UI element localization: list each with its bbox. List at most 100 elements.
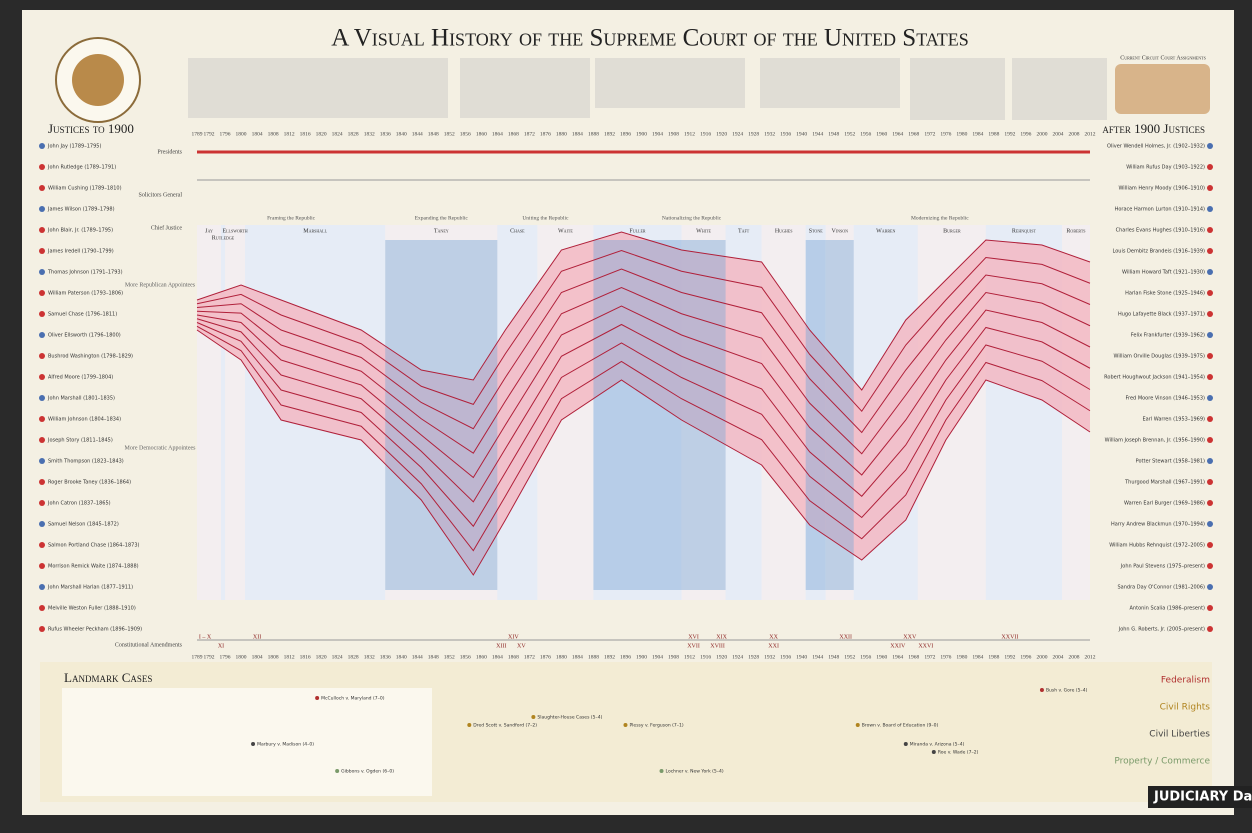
chief-justice-label: Warren <box>876 228 895 234</box>
year-label: 1804 <box>252 654 263 660</box>
justice-line <box>196 322 1091 528</box>
amendment-label: XXI <box>768 643 779 649</box>
case-name: Plessy v. Ferguson (7–1) <box>629 723 683 729</box>
justice-name: William Orville Douglas (1939–1975) <box>1114 354 1205 360</box>
year-label: 1808 <box>268 131 279 137</box>
justice-name: William Cushing (1789–1810) <box>48 186 122 192</box>
year-label: 1900 <box>636 654 647 660</box>
case-dot <box>531 715 536 719</box>
justice-marker <box>1207 290 1213 296</box>
year-label: 1916 <box>700 131 711 137</box>
year-label: 1984 <box>972 654 983 660</box>
year-label: 1876 <box>540 131 551 137</box>
justice-marker <box>39 626 45 632</box>
year-label: 1860 <box>476 131 487 137</box>
year-label: 1960 <box>876 654 887 660</box>
title: A Visual History of the Supreme Court of… <box>331 25 969 52</box>
justice-name: William Paterson (1793–1806) <box>48 291 123 297</box>
case-dot <box>659 769 664 773</box>
year-label: 1908 <box>668 654 679 660</box>
justice-name: Samuel Nelson (1845–1872) <box>48 522 119 528</box>
justice-name: Morrison Remick Waite (1874–1888) <box>48 564 139 570</box>
justice-marker <box>39 332 45 338</box>
justice-name: James Wilson (1789–1798) <box>47 207 115 213</box>
year-label: 1980 <box>956 131 967 137</box>
justice-name: Roger Brooke Taney (1836–1864) <box>48 480 131 486</box>
case-dot <box>855 723 860 727</box>
justice-name: William Joseph Brennan, Jr. (1956–1990) <box>1105 438 1205 444</box>
year-label: 1808 <box>268 654 279 660</box>
year-label: 1928 <box>748 654 759 660</box>
year-label: 1908 <box>668 131 679 137</box>
justice-name: Bushrod Washington (1798–1829) <box>48 354 133 360</box>
year-label: 1956 <box>860 654 871 660</box>
year-label: 1964 <box>892 654 903 660</box>
year-label: 1816 <box>300 654 311 660</box>
amendment-label: XIX <box>716 634 727 640</box>
case-name: Roe v. Wade (7–2) <box>938 750 979 756</box>
justice-name: Louis Dembitz Brandeis (1916–1939) <box>1113 249 1205 255</box>
justice-marker <box>39 353 45 359</box>
year-label: 1872 <box>524 131 535 137</box>
chief-justice-label: Chase <box>510 228 525 234</box>
year-label: 1924 <box>732 654 743 660</box>
row-label: Chief Justice <box>151 224 182 231</box>
justice-name: Harry Andrew Blackmun (1970–1994) <box>1111 522 1205 528</box>
case-name: Slaughter-House Cases (5–4) <box>537 715 602 721</box>
justice-marker <box>1207 269 1213 275</box>
justice-marker <box>1207 164 1213 170</box>
justice-name: Sandra Day O'Connor (1981–2006) <box>1117 585 1205 591</box>
amendment-label: XXIV <box>890 643 906 649</box>
year-label: 1932 <box>764 131 775 137</box>
year-label: 1792 <box>204 131 215 137</box>
amendment-label: XVIII <box>710 643 725 649</box>
justice-name: John Blair, Jr. (1789–1795) <box>47 228 113 234</box>
year-label: 1936 <box>780 131 791 137</box>
justice-name: Thomas Johnson (1791–1793) <box>47 270 123 276</box>
year-label: 2004 <box>1052 131 1063 137</box>
year-label: 1804 <box>252 131 263 137</box>
year-label: 1968 <box>908 654 919 660</box>
case-name: Brown v. Board of Education (9–0) <box>862 723 939 729</box>
chief-justice-label: White <box>696 228 711 234</box>
amendment-label: XIII <box>496 643 506 649</box>
justice-name: Oliver Ellsworth (1796–1800) <box>48 333 121 339</box>
justice-marker <box>1207 248 1213 254</box>
year-label: 1984 <box>972 131 983 137</box>
justice-name: William Johnson (1804–1834) <box>48 417 121 423</box>
chief-justice-era <box>197 225 222 600</box>
justice-name: Antonin Scalia (1986–present) <box>1130 606 1206 612</box>
justice-marker <box>1207 185 1213 191</box>
chief-justice-era <box>225 225 246 600</box>
justice-marker <box>1207 395 1213 401</box>
justice-marker <box>39 500 45 506</box>
justice-name: James Iredell (1790–1799) <box>47 249 114 255</box>
chief-justice-label: Rehnquist <box>1012 228 1037 234</box>
chief-justice-label: Roberts <box>1066 228 1085 234</box>
year-label: 1884 <box>572 131 583 137</box>
justice-marker <box>39 206 45 212</box>
justice-name: John Jay (1789–1795) <box>47 144 101 150</box>
year-label: 1876 <box>540 654 551 660</box>
year-label: 1796 <box>220 131 231 137</box>
justice-name: William Hubbs Rehnquist (1972–2005) <box>1109 543 1205 549</box>
chief-justice-label: Jay <box>205 228 213 234</box>
justice-name: John Marshall Harlan (1877–1911) <box>47 585 133 591</box>
justice-name: Harlan Fiske Stone (1925–1946) <box>1125 291 1205 297</box>
year-label: 1872 <box>524 654 535 660</box>
map-title: Current Circuit Court Assignments <box>1120 55 1206 61</box>
year-label: 1832 <box>364 131 375 137</box>
justice-marker <box>1207 353 1213 359</box>
case-name: Marbury v. Madison (4–0) <box>257 742 314 748</box>
year-label: 1836 <box>380 654 391 660</box>
justice-name: William Henry Moody (1906–1910) <box>1118 186 1205 192</box>
year-label: 1864 <box>492 131 503 137</box>
justice-marker <box>39 563 45 569</box>
year-label: 1828 <box>348 654 359 660</box>
year-label: 1840 <box>396 654 407 660</box>
era-label: Nationalizing the Republic <box>662 215 722 221</box>
justice-marker <box>1207 458 1213 464</box>
era-label: Expanding the Republic <box>415 215 469 221</box>
chief-justice-label: Rutledge <box>212 235 235 241</box>
